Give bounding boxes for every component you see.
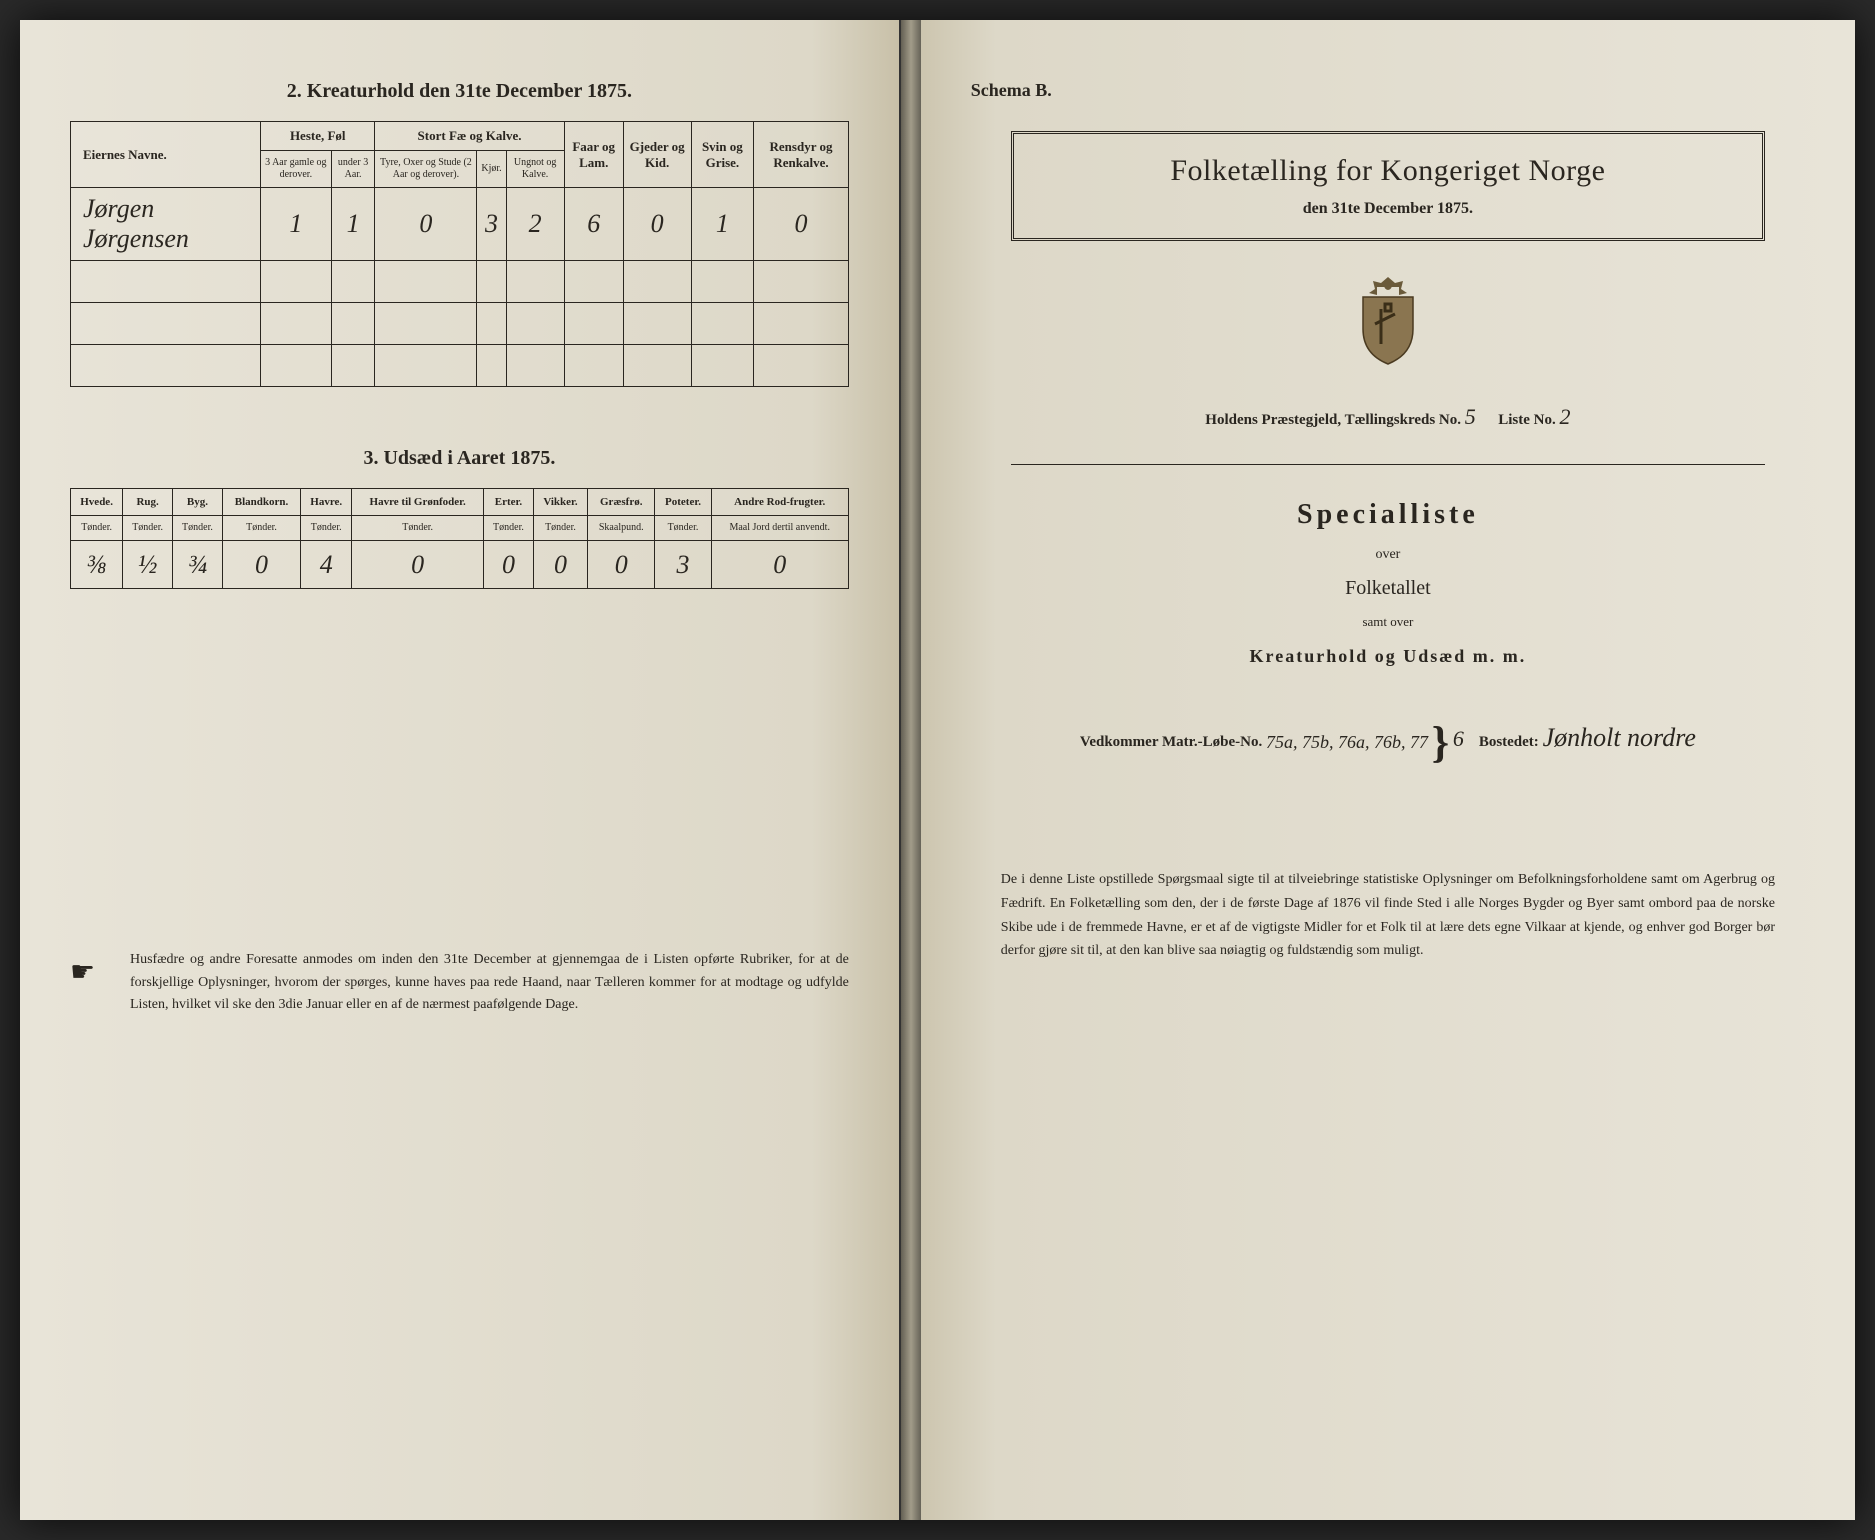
cell: 1 [261, 188, 332, 261]
bosted-value: Jønholt nordre [1543, 723, 1696, 752]
right-page: Schema B. Folketælling for Kongeriget No… [901, 20, 1855, 1520]
book-spread: 2. Kreaturhold den 31te December 1875. E… [20, 20, 1855, 1520]
th-unit: Tønder. [123, 516, 173, 541]
sub-date: den 31te December 1875. [1034, 200, 1742, 218]
matr-label: Vedkommer Matr.-Løbe-No. [1080, 734, 1262, 750]
th-fae-c: Ungnot og Kalve. [506, 151, 564, 188]
th: Græsfrø. [588, 489, 655, 516]
spec-samt: samt over [971, 614, 1805, 630]
left-page: 2. Kreaturhold den 31te December 1875. E… [20, 20, 901, 1520]
cell: ½ [123, 541, 173, 589]
meta-line: Holdens Præstegjeld, Tællingskreds No. 5… [971, 404, 1805, 430]
cell: 3 [655, 541, 711, 589]
gaard-no: 6 [1453, 726, 1464, 751]
matr-nums: 75a, 75b, 76a, 76b, 77 [1266, 733, 1428, 753]
th: Havre til Grønfoder. [352, 489, 484, 516]
th: Erter. [484, 489, 534, 516]
cell: 1 [691, 188, 754, 261]
cell: 0 [623, 188, 691, 261]
spec-folketallet: Folketallet [971, 577, 1805, 600]
footnote: ☛ Husfædre og andre Foresatte anmodes om… [70, 949, 849, 1016]
cell: 2 [506, 188, 564, 261]
kreds-no: 5 [1465, 404, 1476, 429]
section3-title: 3. Udsæd i Aaret 1875. [70, 447, 849, 470]
cell: 0 [588, 541, 655, 589]
cell: 0 [222, 541, 300, 589]
table-row [71, 261, 849, 303]
th: Rug. [123, 489, 173, 516]
th: Vikker. [533, 489, 587, 516]
cell: 1 [331, 188, 375, 261]
th-fae-a: Tyre, Oxer og Stude (2 Aar og derover). [375, 151, 477, 188]
footnote-text: Husfædre og andre Foresatte anmodes om i… [130, 952, 849, 1012]
spec-over: over [971, 547, 1805, 563]
book-spine [901, 20, 921, 1520]
th-heste-a: 3 Aar gamle og derover. [261, 151, 332, 188]
th: Havre. [301, 489, 352, 516]
cell: 0 [754, 188, 849, 261]
table-row [71, 345, 849, 387]
spec-kreatur: Kreaturhold og Udsæd m. m. [971, 646, 1805, 667]
matr-line: Vedkommer Matr.-Løbe-No. 75a, 75b, 76a, … [971, 717, 1805, 768]
cell: 4 [301, 541, 352, 589]
cell: 0 [533, 541, 587, 589]
main-title: Folketælling for Kongeriget Norge [1034, 154, 1742, 188]
th-unit: Tønder. [352, 516, 484, 541]
cell: 0 [375, 188, 477, 261]
udsaed-table: Hvede. Rug. Byg. Blandkorn. Havre. Havre… [70, 488, 849, 589]
th: Blandkorn. [222, 489, 300, 516]
liste-prefix: Liste No. [1498, 412, 1556, 428]
divider [1011, 464, 1765, 465]
th-unit: Tønder. [173, 516, 223, 541]
cell-name: Jørgen Jørgensen [71, 188, 261, 261]
bosted-label: Bostedet: [1479, 734, 1539, 750]
specialliste-title: Specialliste [971, 499, 1805, 531]
table-row: ⅜ ½ ¾ 0 4 0 0 0 0 3 0 [71, 541, 849, 589]
section2-title: 2. Kreaturhold den 31te December 1875. [70, 80, 849, 103]
th-stortfae: Stort Fæ og Kalve. [375, 122, 564, 151]
th-rensdyr: Rensdyr og Renkalve. [754, 122, 849, 188]
liste-no: 2 [1560, 404, 1571, 429]
th-unit: Tønder. [533, 516, 587, 541]
th-unit: Maal Jord dertil anvendt. [711, 516, 848, 541]
kreaturhold-table: Eiernes Navne. Heste, Føl Stort Fæ og Ka… [70, 121, 849, 387]
th-svin: Svin og Grise. [691, 122, 754, 188]
brace-icon: } [1432, 718, 1449, 767]
pointing-hand-icon: ☛ [70, 951, 95, 996]
th: Hvede. [71, 489, 123, 516]
schema-label: Schema B. [971, 80, 1805, 101]
th-heste: Heste, Føl [261, 122, 375, 151]
title-block: Folketælling for Kongeriget Norge den 31… [1011, 131, 1765, 241]
cell: ⅜ [71, 541, 123, 589]
cell: 0 [352, 541, 484, 589]
cell: 0 [484, 541, 534, 589]
th-unit: Tønder. [222, 516, 300, 541]
th-heste-b: under 3 Aar. [331, 151, 375, 188]
th-unit: Tønder. [301, 516, 352, 541]
th: Andre Rod-frugter. [711, 489, 848, 516]
th-faar: Faar og Lam. [564, 122, 623, 188]
coat-of-arms-icon [971, 269, 1805, 374]
meta-prefix: Holdens Præstegjeld, Tællingskreds No. [1205, 412, 1461, 428]
body-text: De i denne Liste opstillede Spørgsmaal s… [1001, 868, 1775, 963]
th-unit: Tønder. [655, 516, 711, 541]
th: Byg. [173, 489, 223, 516]
th-unit: Tønder. [484, 516, 534, 541]
cell: 6 [564, 188, 623, 261]
th-unit: Skaalpund. [588, 516, 655, 541]
cell: ¾ [173, 541, 223, 589]
th: Poteter. [655, 489, 711, 516]
table-row [71, 303, 849, 345]
th-gjeder: Gjeder og Kid. [623, 122, 691, 188]
table-row: Jørgen Jørgensen 1 1 0 3 2 6 0 1 0 [71, 188, 849, 261]
th-fae-b: Kjør. [477, 151, 506, 188]
th-name: Eiernes Navne. [71, 122, 261, 188]
th-unit: Tønder. [71, 516, 123, 541]
cell: 0 [711, 541, 848, 589]
cell: 3 [477, 188, 506, 261]
